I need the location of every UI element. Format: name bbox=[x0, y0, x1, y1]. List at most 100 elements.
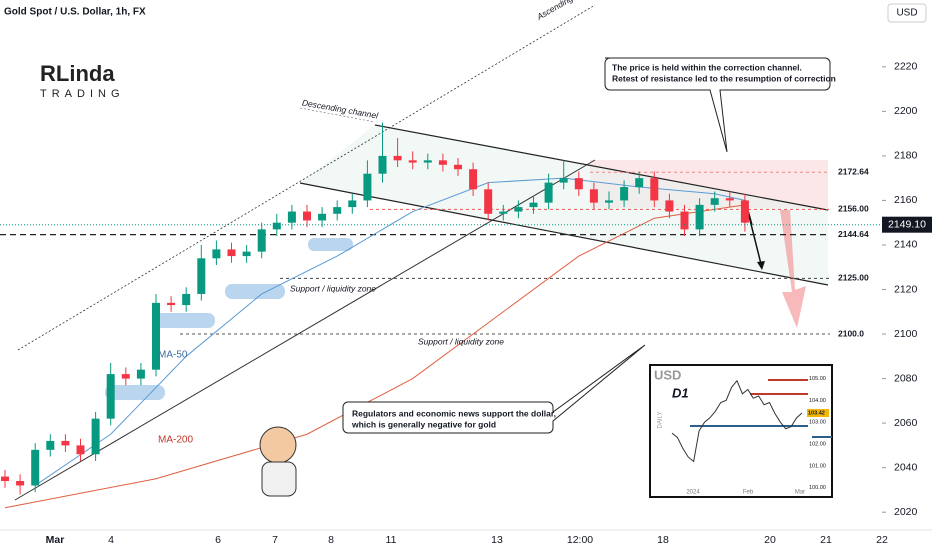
logo-sub: TRADING bbox=[40, 88, 125, 100]
forecast-arrow bbox=[780, 210, 806, 328]
candle-body bbox=[438, 160, 447, 165]
liquidity-zone bbox=[155, 313, 215, 328]
candle-body bbox=[650, 178, 659, 201]
drawings bbox=[14, 4, 829, 501]
candle-body bbox=[589, 189, 598, 203]
candle-body bbox=[106, 374, 115, 419]
inset-timeframe: D1 bbox=[672, 385, 689, 400]
mascot bbox=[259, 426, 297, 497]
x-tick-label: 7 bbox=[272, 534, 278, 546]
level-label: 2125.00 bbox=[838, 273, 869, 283]
candle-body bbox=[605, 200, 613, 203]
moving-average bbox=[34, 177, 746, 486]
level-label: 2156.00 bbox=[838, 204, 869, 214]
ma-label: MA-50 bbox=[158, 350, 188, 361]
candle-body bbox=[16, 481, 25, 486]
descending-guide bbox=[299, 107, 376, 123]
last-price-label: 2149.10 bbox=[888, 218, 926, 230]
candle-body bbox=[469, 169, 478, 190]
candle-body bbox=[182, 293, 191, 306]
candle-body bbox=[620, 187, 629, 201]
x-tick-label: 12:00 bbox=[567, 534, 593, 546]
x-tick-label: 20 bbox=[764, 534, 776, 546]
mascot-head bbox=[259, 426, 297, 464]
currency: USD bbox=[896, 8, 917, 19]
inset-tick-label: 102.00 bbox=[809, 441, 826, 447]
descending-upper bbox=[374, 124, 829, 211]
inset-chart: USD D1 DAILY 105.00 104.00 103.00 102.00 101… bbox=[649, 364, 833, 498]
candle-body bbox=[559, 178, 568, 183]
candle-body bbox=[76, 445, 85, 455]
inset-x-label: Feb bbox=[743, 490, 754, 496]
x-tick-label: Mar bbox=[46, 534, 65, 546]
inset-currency: USD bbox=[654, 367, 681, 382]
y-tick-label: 2160 bbox=[894, 194, 918, 206]
candle-body bbox=[167, 302, 176, 306]
liquidity-zone bbox=[308, 238, 353, 251]
price-axis bbox=[882, 0, 932, 550]
candle-body bbox=[333, 207, 342, 214]
level-label: 2100.0 bbox=[838, 328, 864, 338]
candle-body bbox=[152, 302, 160, 370]
candle-body bbox=[484, 189, 493, 214]
x-tick-label: 11 bbox=[386, 534, 397, 546]
y-tick-label: 2040 bbox=[894, 461, 918, 473]
candle-body bbox=[257, 229, 266, 252]
candle-body bbox=[121, 374, 130, 379]
candle-body bbox=[665, 200, 674, 212]
inset-tick-label: 101.00 bbox=[809, 463, 826, 469]
last-price-tag bbox=[882, 216, 932, 233]
candle-body bbox=[695, 204, 704, 230]
zone-label: Support / liquidity zone bbox=[290, 283, 376, 293]
x-tick-label: 22 bbox=[876, 534, 888, 546]
candle-body bbox=[242, 251, 251, 257]
y-tick-label: 2080 bbox=[894, 372, 918, 384]
candle-body bbox=[61, 440, 70, 446]
chart-title: Gold Spot / U.S. Dollar, 1h, FX bbox=[4, 7, 146, 18]
inset-line bbox=[671, 379, 803, 463]
candle-body bbox=[348, 200, 357, 208]
inset-last-tag bbox=[807, 409, 829, 418]
callout-text: Retest of resistance led to the resumpti… bbox=[612, 73, 836, 83]
candle-body bbox=[212, 249, 221, 259]
candle-body bbox=[529, 202, 538, 208]
candle-body bbox=[393, 155, 402, 161]
inset-x-label: 2024 bbox=[686, 490, 700, 496]
y-tick-label: 2020 bbox=[894, 506, 918, 518]
inset-last-label: 103.42 bbox=[808, 410, 825, 416]
currency-button[interactable] bbox=[887, 3, 927, 23]
candle-body bbox=[91, 418, 100, 455]
moving-average bbox=[4, 204, 745, 509]
x-tick-label: 18 bbox=[657, 534, 669, 546]
candle-body bbox=[136, 369, 145, 379]
inset-tick-label: 105.00 bbox=[809, 376, 826, 382]
x-tick-label: 4 bbox=[108, 534, 114, 546]
x-tick-label: 6 bbox=[215, 534, 221, 546]
callout-text: which is generally negative for gold bbox=[351, 419, 496, 429]
y-tick-label: 2060 bbox=[894, 417, 918, 429]
callouts: The price is held within the correction … bbox=[342, 57, 836, 434]
candle-body bbox=[363, 173, 372, 201]
candle-body bbox=[408, 160, 417, 163]
candle-body bbox=[318, 213, 327, 221]
callout-text: The price is held within the correction … bbox=[612, 62, 802, 72]
y-tick-label: 2180 bbox=[894, 150, 918, 162]
y-tick-label: 2100 bbox=[894, 328, 918, 340]
arrow-head bbox=[757, 261, 765, 270]
logo-name: RLinda bbox=[40, 61, 115, 86]
candle-body bbox=[378, 155, 387, 174]
y-tick-label: 2200 bbox=[894, 105, 918, 117]
inset-tick-label: 104.00 bbox=[809, 398, 826, 404]
zone-label: Support / liquidity zone bbox=[418, 336, 504, 346]
candle-body bbox=[1, 476, 9, 482]
channel-fill bbox=[300, 125, 828, 285]
inset-x-label: Mar bbox=[795, 490, 805, 496]
ma-label: MA-200 bbox=[158, 435, 193, 446]
candle-body bbox=[31, 449, 40, 486]
inset-tick-label: 103.00 bbox=[809, 420, 826, 426]
logo: RLinda TRADING bbox=[40, 61, 125, 100]
title-bg bbox=[0, 0, 130, 22]
candle-body bbox=[635, 178, 644, 188]
level-label: 2172.64 bbox=[838, 167, 869, 177]
candle-body bbox=[574, 178, 583, 190]
